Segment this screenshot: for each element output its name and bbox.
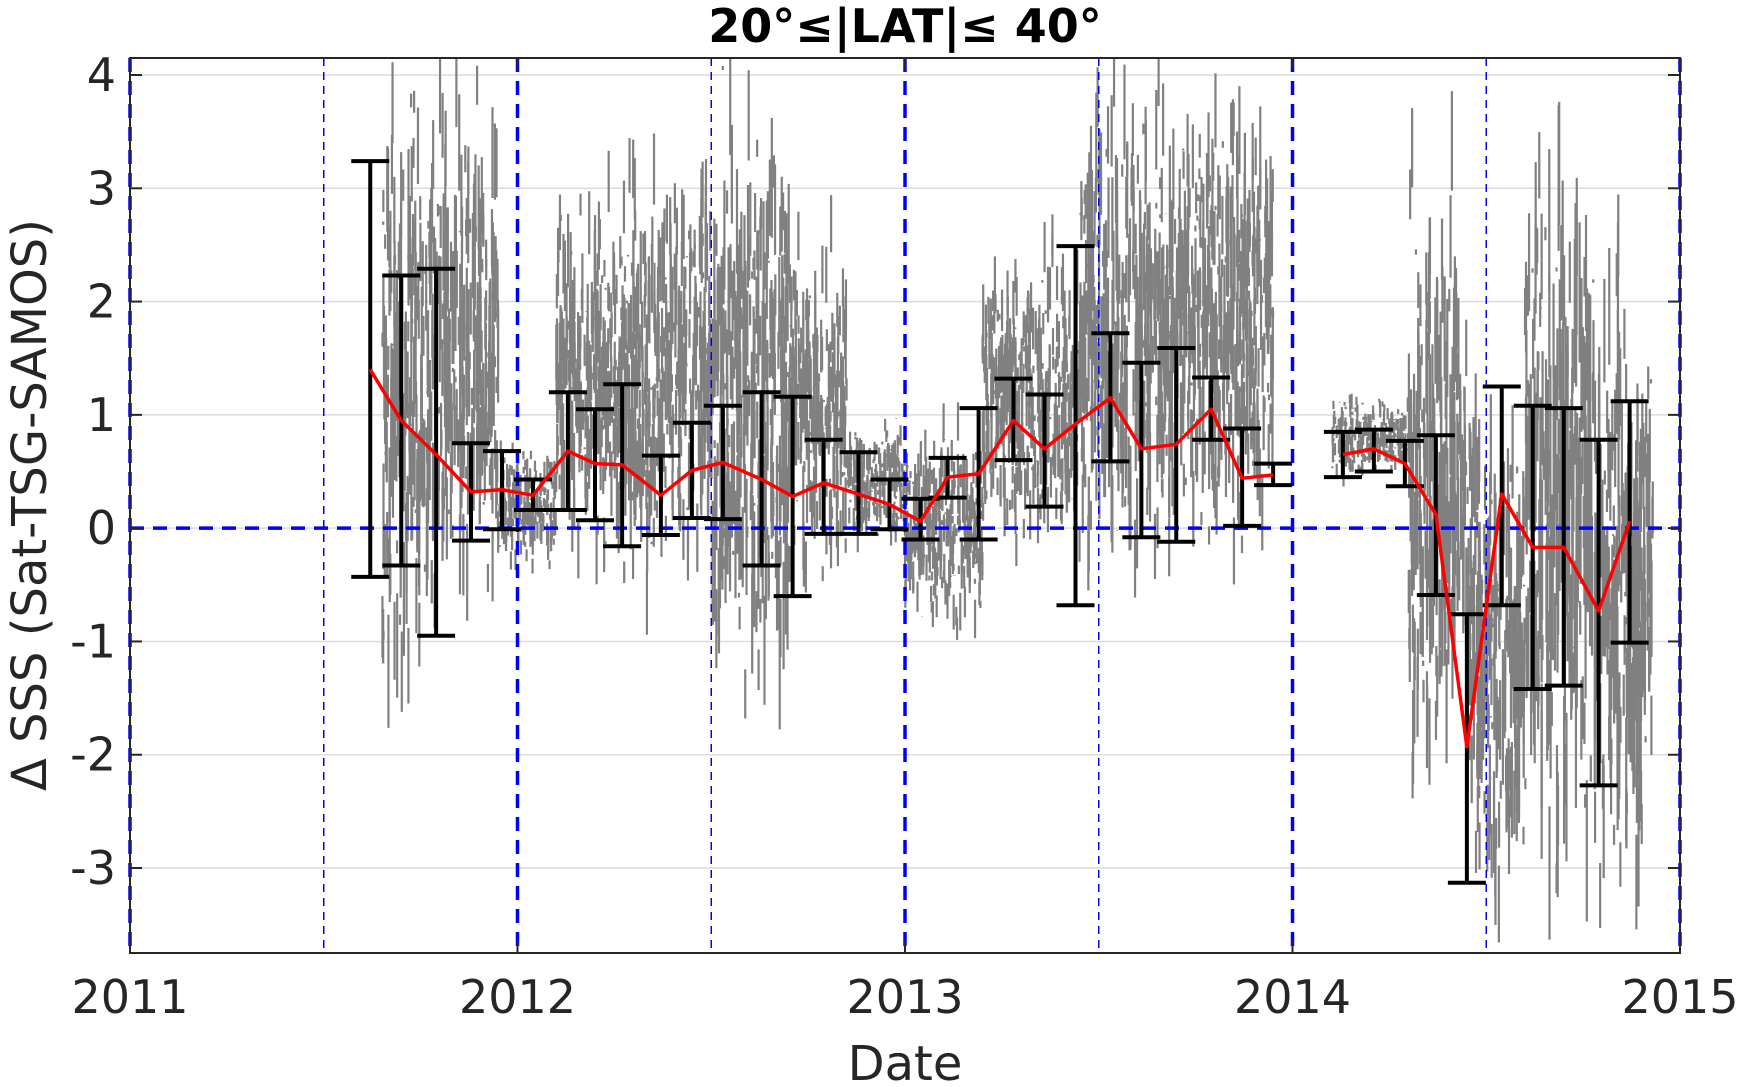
scatter-cluster (1523, 101, 1596, 940)
scatter-cluster (555, 138, 654, 635)
scatter-cluster (903, 402, 984, 640)
scatter-cluster (381, 62, 434, 728)
